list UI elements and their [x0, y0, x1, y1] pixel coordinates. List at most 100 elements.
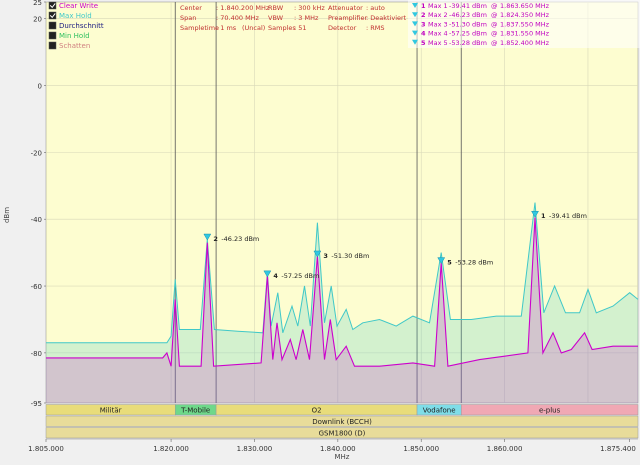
band-label: Downlink (BCCH) — [312, 418, 372, 426]
legend-checkbox — [48, 21, 57, 30]
max-hold-area — [46, 202, 638, 403]
info-value: : 1 ms — [216, 24, 237, 32]
info-key: Detector — [328, 24, 357, 32]
marker-table-value: -51.30 dBm — [449, 20, 487, 28]
checkmark-icon — [49, 13, 56, 19]
marker-table-freq: 1.852.400 MHz — [500, 39, 550, 47]
marker-table-number: 5 — [421, 39, 426, 47]
marker-value: -51.30 dBm — [331, 252, 369, 260]
x-tick-label: 1.875.400 — [600, 445, 636, 453]
x-tick-label: 1.840.000 — [320, 445, 356, 453]
marker-value: -53.28 dBm — [455, 259, 493, 267]
clear-write-area — [46, 217, 638, 403]
marker-table-label: Max 2 — [428, 11, 448, 19]
marker-table-value: -46.23 dBm — [449, 11, 487, 19]
x-tick-label: 1.850.000 — [403, 445, 439, 453]
marker-table-at: @ — [491, 20, 498, 28]
max-hold-trace — [46, 202, 639, 344]
marker-table: 1 Max 1 -39.41 dBm @1.863.650 MHz 2 Max 2 -46.… — [408, 0, 640, 48]
marker-table-at: @ — [491, 2, 498, 10]
markers: 1 -39.41 dBm 2 -46.23 dBm 3 -51.30 dBm 4 -57.25… — [203, 210, 587, 280]
marker-table-freq: 1.824.350 MHz — [500, 11, 550, 19]
info-key: Center — [180, 4, 202, 12]
info-key: Samples — [268, 24, 296, 32]
marker-value: -57.25 dBm — [281, 272, 319, 280]
info-key: Attenuator — [328, 4, 363, 12]
x-tick-label: 1.820.000 — [153, 445, 189, 453]
marker-value: -46.23 dBm — [221, 235, 259, 243]
marker-table-number: 2 — [421, 11, 426, 19]
info-value: : RMS — [366, 24, 385, 32]
plot-area[interactable] — [45, 1, 639, 404]
marker-table-at: @ — [491, 30, 498, 38]
band-label: Vodafone — [423, 407, 456, 415]
info-value: : 70.400 MHz — [216, 14, 260, 22]
legend-checkbox — [48, 41, 57, 50]
x-tick-label: 1.860.000 — [487, 445, 523, 453]
marker-table-number: 1 — [421, 2, 426, 10]
marker-number: 2 — [213, 235, 218, 243]
band-segment — [45, 427, 639, 439]
clear-write-trace — [46, 217, 638, 367]
band-label: Militär — [100, 407, 122, 415]
marker-table-value: -57.25 dBm — [449, 30, 487, 38]
info-value: : 300 kHz — [294, 4, 325, 12]
checkmark-icon — [49, 3, 56, 9]
info-extra: (Uncal) — [242, 24, 265, 32]
marker-triangle — [531, 210, 539, 218]
cursor-lines — [174, 2, 462, 403]
marker-table-label: Max 4 — [428, 30, 448, 38]
info-value: : auto — [366, 4, 385, 12]
marker-table-label: Max 5 — [428, 39, 448, 47]
marker-triangle — [437, 257, 446, 265]
y-tick-label: -80 — [31, 350, 42, 358]
band-label: T-Mobile — [180, 407, 210, 415]
band-segment — [45, 415, 639, 427]
y-tick-label: -20 — [31, 149, 42, 157]
grid-lines — [46, 2, 638, 403]
y-tick-label: 0 — [38, 83, 42, 91]
marker-table-icon — [412, 3, 418, 8]
marker-number: 5 — [447, 259, 452, 267]
marker-table-value: -39.41 dBm — [449, 2, 487, 10]
marker-table-icon — [412, 30, 418, 36]
marker-table-freq: 1.837.550 MHz — [500, 20, 550, 28]
trace-legend: Clear Write Max Hold Durchschnitt Min Hold S… — [48, 1, 104, 50]
band-label: GSM1800 (D) — [319, 430, 366, 438]
legend-entry: Max Hold — [59, 12, 92, 20]
y-tick-label: 25 — [33, 0, 42, 7]
marker-table-freq: 1.863.650 MHz — [500, 2, 550, 10]
marker-table-at: @ — [491, 39, 498, 47]
marker-table-label: Max 1 — [428, 2, 448, 10]
traces — [46, 202, 639, 403]
x-tick-label: 1.830.000 — [237, 445, 273, 453]
legend-entry: Schatten — [59, 42, 90, 50]
marker-table-freq: 1.831.550 MHz — [500, 30, 550, 38]
marker-table-background — [408, 0, 640, 48]
legend-entry: Clear Write — [59, 2, 98, 10]
marker-table-number: 4 — [421, 30, 426, 38]
marker-table-label: Max 3 — [428, 20, 448, 28]
legend-checkbox — [48, 11, 57, 20]
marker-table-icon — [412, 21, 418, 27]
band-label: e-plus — [539, 407, 561, 415]
band-label: O2 — [312, 407, 322, 415]
marker-table-icon — [412, 12, 418, 18]
x-axis-label: MHz — [335, 453, 350, 461]
y-tick-label: 20 — [33, 16, 42, 24]
info-key: Span — [180, 14, 196, 22]
legend-checkbox — [48, 31, 57, 40]
y-tick-label: -60 — [31, 283, 42, 291]
y-axis-label: dBm — [3, 207, 11, 223]
band-allocation: Militär T-Mobile O2 Vodafone e-plus Downlink … — [45, 404, 639, 439]
marker-table-at: @ — [491, 11, 498, 19]
marker-number: 4 — [273, 272, 278, 280]
info-value: : 3 MHz — [294, 14, 319, 22]
marker-table-number: 3 — [421, 20, 426, 28]
y-tick-label: -40 — [31, 216, 42, 224]
legend-checkbox — [48, 1, 57, 10]
marker-table-value: -53.28 dBm — [449, 39, 487, 47]
legend-entry: Min Hold — [59, 32, 90, 40]
